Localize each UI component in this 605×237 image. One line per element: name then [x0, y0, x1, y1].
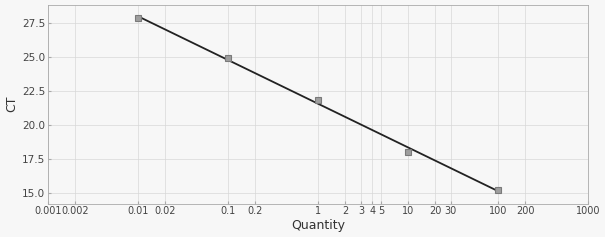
Y-axis label: CT: CT	[5, 96, 18, 113]
X-axis label: Quantity: Quantity	[291, 219, 345, 232]
